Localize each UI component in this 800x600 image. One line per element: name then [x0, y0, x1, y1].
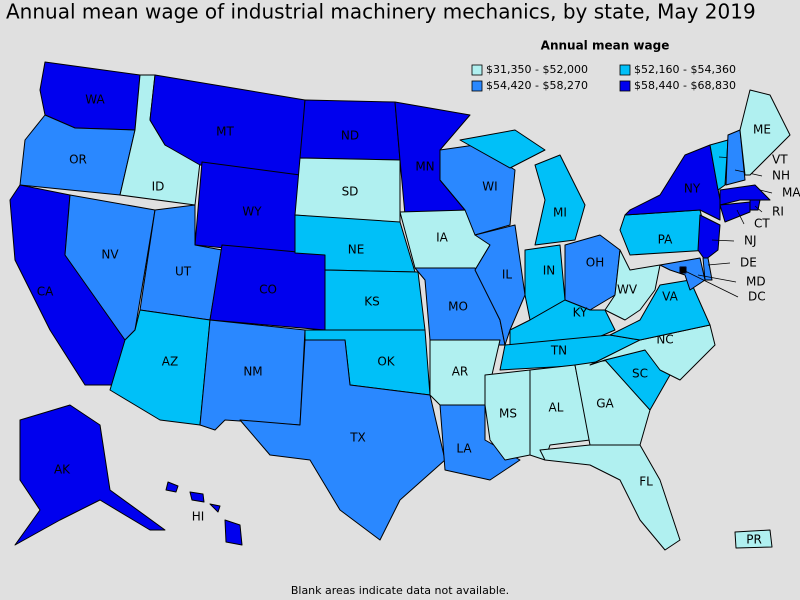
leader-line: [711, 239, 735, 242]
state-label: IL: [502, 268, 513, 282]
state: [734, 529, 773, 549]
state-label: NE: [348, 243, 365, 257]
legend-label: $58,440 - $68,830: [634, 79, 736, 92]
state-label: FL: [639, 475, 653, 489]
state-label: VT: [772, 153, 788, 167]
state-label: AL: [549, 401, 564, 415]
states: WA OR CA NV ID MT WY UT CO AZ NM ND SD NE KS OK TX MN IA MO…: [9, 61, 800, 551]
state-label: LA: [456, 442, 472, 456]
state-label: MT: [216, 125, 234, 139]
leader-line: [736, 209, 745, 225]
state-label: OK: [377, 355, 395, 369]
state-label: SC: [632, 367, 648, 381]
legend-title: Annual mean wage: [541, 39, 670, 53]
legend-label: $52,160 - $54,360: [634, 63, 736, 76]
state-label: TN: [550, 344, 567, 358]
state-label: ID: [152, 180, 165, 194]
state-label: IA: [436, 231, 449, 245]
state-label: HI: [192, 510, 205, 524]
state: [14, 404, 166, 546]
footnote: Blank areas indicate data not available.: [291, 584, 509, 597]
state-label: RI: [772, 205, 784, 219]
state: [239, 339, 446, 541]
state-label: CA: [37, 285, 54, 299]
state: [574, 359, 651, 446]
state: [459, 129, 586, 246]
leader-line: [682, 269, 739, 298]
state-label: PR: [746, 533, 762, 547]
state-label: DC: [748, 290, 766, 304]
map-title: Annual mean wage of industrial machinery…: [6, 0, 756, 24]
state-label: SD: [342, 185, 359, 199]
legend-swatch: [471, 80, 483, 92]
state-label: AK: [54, 463, 71, 477]
leader-line: [759, 189, 773, 194]
state-label: AZ: [162, 355, 178, 369]
state-label: MD: [746, 275, 766, 289]
state-label: OR: [69, 153, 87, 167]
state-label: DE: [740, 256, 757, 270]
state-label: IN: [543, 264, 556, 278]
state: [539, 444, 681, 551]
state: [697, 214, 721, 261]
state-label: WV: [617, 283, 638, 297]
state-label: MO: [448, 300, 468, 314]
legend-label: $31,350 - $52,000: [486, 63, 588, 76]
state-label: KS: [364, 295, 380, 309]
legend-swatch: [619, 64, 631, 76]
state-label: ND: [341, 129, 359, 143]
state-label: TX: [349, 431, 366, 445]
state-label: NV: [101, 248, 119, 262]
legend-label: $54,420 - $58,270: [486, 79, 588, 92]
state-label: AR: [452, 365, 469, 379]
legend: $31,350 - $52,000 $52,160 - $54,360 $54,42…: [471, 63, 736, 92]
state-label: UT: [175, 265, 192, 279]
state: [165, 481, 243, 546]
state: [604, 249, 661, 321]
state-label: CO: [259, 283, 277, 297]
state-label: OH: [586, 256, 604, 270]
state-label: NM: [243, 365, 262, 379]
state-label: WA: [85, 93, 105, 107]
state-label: MN: [415, 160, 434, 174]
state-label: KY: [573, 306, 588, 320]
state-label: MI: [553, 206, 567, 220]
state-label: NH: [772, 169, 790, 183]
state: [739, 89, 791, 176]
leader-line: [754, 205, 763, 213]
state-label: GA: [596, 397, 614, 411]
dc-marker: [680, 267, 686, 273]
state-label: WY: [242, 205, 262, 219]
state-label: PA: [658, 233, 673, 247]
state-label: NJ: [744, 234, 757, 248]
state: [709, 139, 729, 191]
state: [659, 257, 706, 291]
leader-line: [697, 274, 737, 283]
state: [702, 257, 713, 281]
state-label: MA: [782, 186, 800, 200]
state-label: ME: [753, 123, 771, 137]
state-label: WI: [482, 180, 497, 194]
legend-swatch: [619, 80, 631, 92]
state-label: NY: [684, 182, 701, 196]
state: [719, 201, 751, 223]
leader-line: [707, 262, 731, 266]
legend-swatch: [471, 64, 483, 76]
state-label: MS: [499, 407, 517, 421]
state-label: CT: [754, 217, 770, 231]
state-label: VA: [662, 290, 678, 304]
